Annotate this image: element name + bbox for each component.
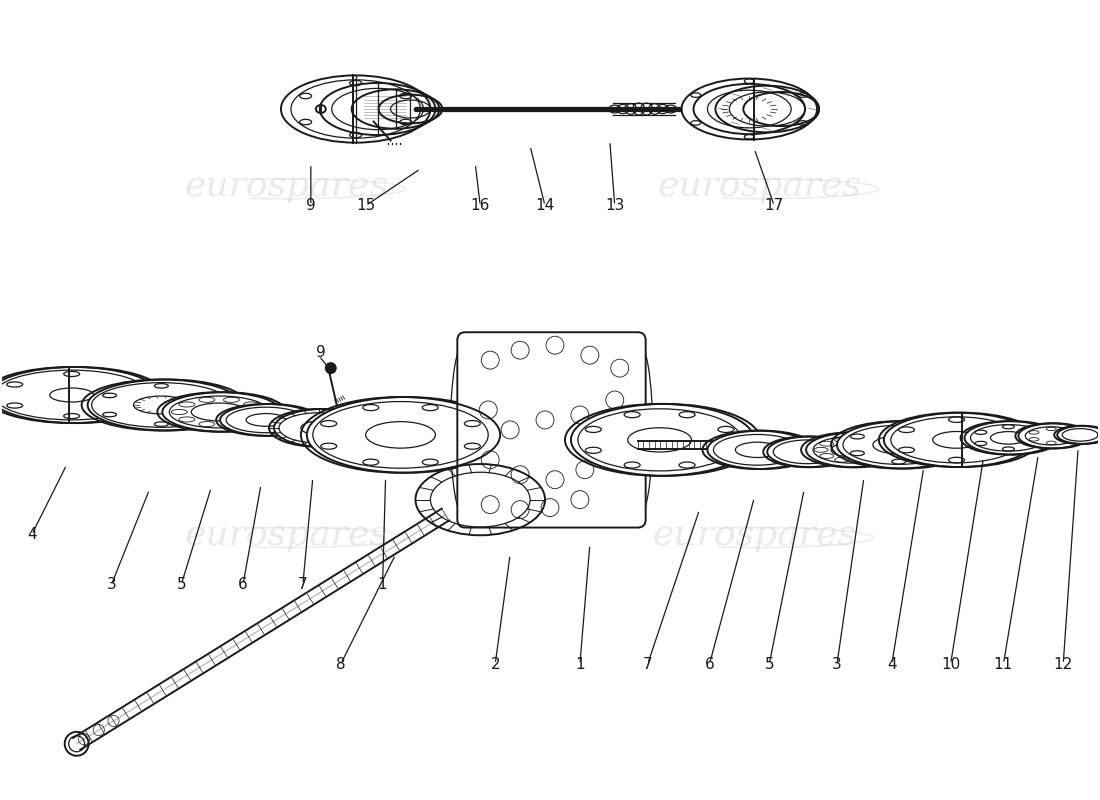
Ellipse shape	[707, 430, 817, 469]
Ellipse shape	[883, 413, 1040, 467]
Text: 7: 7	[298, 577, 308, 592]
Text: 5: 5	[176, 577, 186, 592]
Text: 1: 1	[377, 577, 387, 592]
Text: 14: 14	[536, 198, 554, 213]
Text: 3: 3	[832, 657, 842, 671]
Ellipse shape	[965, 421, 1060, 454]
Text: eurospares: eurospares	[184, 518, 388, 551]
Text: 5: 5	[764, 657, 774, 671]
Text: eurospares: eurospares	[658, 169, 861, 202]
Text: 17: 17	[764, 198, 784, 213]
Ellipse shape	[0, 367, 164, 423]
Ellipse shape	[837, 421, 972, 469]
Ellipse shape	[163, 392, 286, 432]
Ellipse shape	[220, 404, 320, 436]
Text: 10: 10	[940, 657, 960, 671]
Text: 2: 2	[491, 657, 501, 671]
Ellipse shape	[307, 397, 506, 473]
Text: eurospares: eurospares	[652, 518, 856, 551]
Text: 11: 11	[993, 657, 1013, 671]
Text: 9: 9	[306, 198, 316, 213]
Ellipse shape	[767, 437, 855, 467]
Ellipse shape	[274, 409, 374, 447]
Text: 6: 6	[705, 657, 714, 671]
Text: 4: 4	[887, 657, 896, 671]
Text: 16: 16	[471, 198, 490, 213]
Text: 12: 12	[1054, 657, 1072, 671]
FancyBboxPatch shape	[458, 332, 646, 527]
Ellipse shape	[806, 432, 905, 467]
Text: 4: 4	[28, 527, 36, 542]
Text: 7: 7	[642, 657, 652, 671]
Text: 6: 6	[239, 577, 248, 592]
Text: 1: 1	[575, 657, 585, 671]
Ellipse shape	[1057, 426, 1100, 444]
Ellipse shape	[326, 363, 336, 373]
Text: 13: 13	[605, 198, 625, 213]
Text: 3: 3	[107, 577, 117, 592]
Ellipse shape	[88, 379, 248, 430]
Text: 15: 15	[356, 198, 375, 213]
Text: 9: 9	[316, 345, 326, 360]
Ellipse shape	[571, 404, 760, 476]
Ellipse shape	[1019, 423, 1090, 449]
Text: eurospares: eurospares	[184, 169, 388, 202]
Text: 8: 8	[336, 657, 345, 671]
